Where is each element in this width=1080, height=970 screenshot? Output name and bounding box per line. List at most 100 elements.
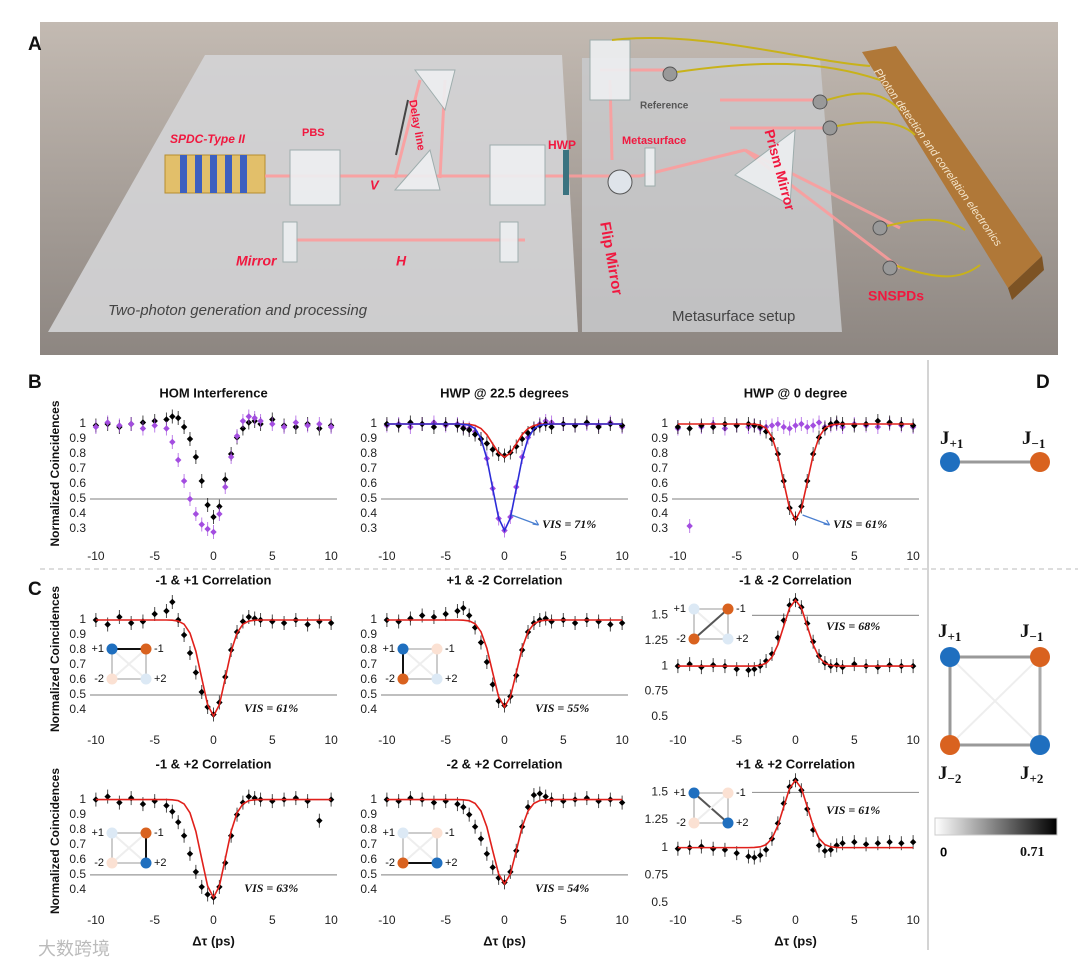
inset-label: -1 (445, 643, 455, 655)
fit-line (386, 619, 623, 709)
data-point (530, 791, 538, 799)
x-tick-label: -5 (149, 549, 160, 563)
data-point (839, 663, 846, 671)
x-tick-label: -10 (669, 913, 687, 927)
annotation: VIS = 68% (826, 619, 880, 633)
x-tick-label: 5 (269, 733, 276, 747)
data-point (175, 456, 182, 464)
y-tick-label: 0.6 (69, 476, 86, 490)
data-point (245, 613, 252, 621)
data-point (180, 832, 188, 839)
y-tick-label: 0.9 (360, 431, 377, 445)
data-point (733, 665, 740, 673)
data-point (483, 850, 491, 857)
data-point (780, 617, 787, 624)
data-point (809, 422, 817, 429)
node-label: J+1 (938, 621, 961, 644)
data-point (762, 428, 770, 435)
data-point (466, 811, 473, 818)
y-tick-label: 1.5 (651, 785, 668, 799)
graph-edges (948, 655, 1042, 747)
data-point (180, 423, 188, 431)
data-point (460, 425, 467, 432)
data-point (163, 802, 170, 809)
inset-node (140, 673, 152, 685)
y-tick-label: 0.6 (360, 852, 377, 866)
x-tick-label: 10 (906, 549, 920, 563)
data-point (495, 874, 502, 882)
y-tick-label: 1 (370, 416, 377, 430)
node-label: J−1 (1022, 428, 1045, 451)
data-point (316, 817, 323, 824)
data-point (460, 803, 467, 811)
x-tick-label: -5 (149, 733, 160, 747)
annotation: VIS = 55% (535, 701, 589, 715)
y-tick-label: 1.25 (645, 812, 669, 826)
chart-title: -1 & -2 Correlation (739, 572, 852, 587)
data-point (886, 661, 893, 669)
inset-edge (693, 608, 729, 640)
y-tick-label: 0.4 (360, 882, 377, 896)
setup-render (40, 22, 1058, 355)
data-point (471, 431, 479, 438)
x-tick-label: -5 (149, 913, 160, 927)
data-point (151, 422, 158, 429)
data-point (886, 838, 893, 846)
inset-label: +2 (736, 633, 749, 645)
inset-node (688, 787, 700, 799)
data-point (192, 868, 200, 876)
label: PBS (302, 127, 325, 139)
data-point (327, 619, 335, 627)
data-point (809, 826, 817, 834)
data-point (280, 619, 288, 627)
label: H (396, 253, 407, 269)
data-point (745, 666, 752, 674)
y-tick-label: 1 (661, 840, 668, 854)
inset-label: -1 (736, 787, 746, 799)
chart-title: +1 & +2 Correlation (736, 756, 855, 771)
inset-label: +2 (736, 817, 749, 829)
fit-line (677, 598, 914, 667)
data-point (186, 649, 194, 657)
data-point (127, 619, 135, 627)
data-point (686, 660, 693, 668)
x-tick-label: -10 (669, 549, 687, 563)
data-point (430, 799, 438, 806)
data-point (292, 419, 300, 426)
data-point (175, 818, 182, 826)
annotation: VIS = 61% (826, 803, 880, 817)
y-tick-label: 0.9 (69, 627, 86, 641)
data-point (851, 838, 858, 846)
data-point (216, 510, 223, 518)
inset-node (106, 827, 118, 839)
data-point (245, 793, 252, 800)
x-tick-label: 0 (792, 549, 799, 563)
x-tick-label: 0 (210, 549, 217, 563)
y-tick-label: 1 (370, 792, 377, 806)
data-point (815, 842, 823, 849)
inset-label: -2 (676, 633, 686, 645)
data-point (898, 840, 905, 847)
x-tick-label: -5 (731, 549, 742, 563)
data-point (874, 417, 882, 425)
data-point (269, 420, 276, 428)
data-point (304, 621, 311, 628)
inset-label: -2 (385, 673, 395, 685)
data-point (751, 665, 758, 673)
inset-label: +2 (445, 673, 458, 685)
data-point (674, 845, 682, 852)
data-point (827, 420, 834, 428)
x-tick-label: 5 (851, 733, 858, 747)
data-point (227, 453, 235, 461)
y-tick-label: 0.5 (651, 491, 668, 505)
data-point (489, 681, 496, 688)
inset-node (106, 673, 118, 685)
x-tick-label: 0 (501, 549, 508, 563)
y-tick-label: 0.75 (645, 867, 669, 881)
data-point (169, 413, 176, 420)
inset-edge (111, 648, 147, 680)
data-point (809, 638, 817, 645)
y-tick-label: 1.25 (645, 633, 669, 647)
data-point (733, 422, 740, 429)
